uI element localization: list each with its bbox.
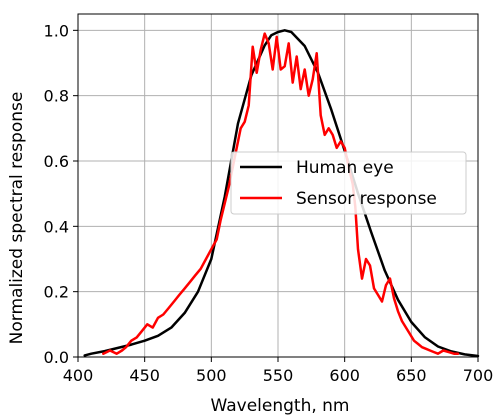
x-tick-label: 700: [463, 366, 494, 385]
x-tick-label: 450: [129, 366, 160, 385]
legend-label-human-eye: Human eye: [296, 158, 394, 178]
y-tick-label: 0.2: [44, 283, 69, 302]
legend: Human eye Sensor response: [230, 151, 467, 215]
x-tick-label: 650: [396, 366, 427, 385]
series-line-human-eye: [83, 29, 480, 358]
legend-box: [230, 151, 467, 215]
y-axis-label: Normalized spectral response: [7, 92, 27, 345]
x-tick-label: 400: [63, 366, 94, 385]
y-tick-label: 0.0: [44, 348, 69, 367]
x-axis-label: Wavelength, nm: [211, 396, 350, 416]
x-tick-label: 550: [263, 366, 294, 385]
x-tick-label: 500: [196, 366, 227, 385]
x-tick-label: 600: [329, 366, 360, 385]
y-tick-label: 0.6: [44, 152, 69, 171]
y-tick-label: 0.4: [44, 217, 69, 236]
series-line-sensor-response: [102, 32, 460, 355]
axis-ticks: 400 450 500 550 600 650 700 0.0 0.2 0.4 0.6 0.8 1.0: [44, 21, 494, 385]
y-tick-label: 1.0: [44, 21, 69, 40]
legend-label-sensor-response: Sensor response: [296, 189, 437, 209]
y-tick-label: 0.8: [44, 87, 69, 106]
series-layer: [83, 29, 480, 358]
